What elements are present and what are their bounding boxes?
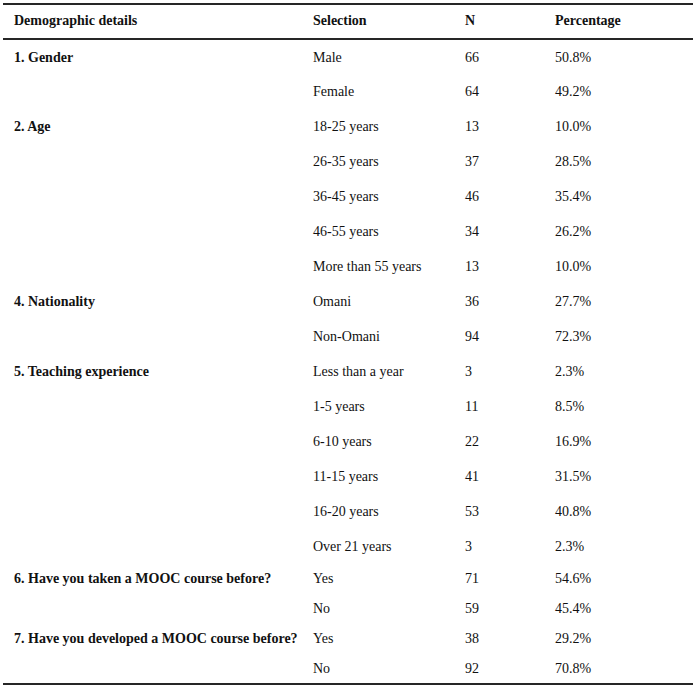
n-cell: 94 — [465, 319, 555, 354]
n-cell: 64 — [465, 74, 555, 109]
percentage-cell: 8.5% — [555, 389, 693, 424]
column-header-demographic-details: Demographic details — [3, 4, 313, 39]
n-cell: 59 — [465, 594, 555, 624]
table-row: 7. Have you developed a MOOC course befo… — [3, 624, 693, 654]
n-cell: 3 — [465, 529, 555, 564]
selection-cell: 11-15 years — [313, 459, 465, 494]
selection-cell: More than 55 years — [313, 249, 465, 284]
demographics-table-container: Demographic details Selection N Percenta… — [3, 3, 693, 685]
column-header-percentage: Percentage — [555, 4, 693, 39]
selection-cell: No — [313, 594, 465, 624]
percentage-cell: 35.4% — [555, 179, 693, 214]
percentage-cell: 29.2% — [555, 624, 693, 654]
selection-cell: 46-55 years — [313, 214, 465, 249]
percentage-cell: 27.7% — [555, 284, 693, 319]
n-cell: 46 — [465, 179, 555, 214]
category-cell: 2. Age — [3, 109, 313, 284]
percentage-cell: 72.3% — [555, 319, 693, 354]
category-cell: 5. Teaching experience — [3, 354, 313, 564]
selection-cell: No — [313, 654, 465, 684]
n-cell: 71 — [465, 564, 555, 594]
selection-cell: 36-45 years — [313, 179, 465, 214]
n-cell: 13 — [465, 249, 555, 284]
n-cell: 13 — [465, 109, 555, 144]
n-cell: 53 — [465, 494, 555, 529]
percentage-cell: 26.2% — [555, 214, 693, 249]
selection-cell: Less than a year — [313, 354, 465, 389]
table-header: Demographic details Selection N Percenta… — [3, 4, 693, 39]
n-cell: 41 — [465, 459, 555, 494]
percentage-cell: 28.5% — [555, 144, 693, 179]
percentage-cell: 2.3% — [555, 529, 693, 564]
percentage-cell: 70.8% — [555, 654, 693, 684]
selection-cell: 6-10 years — [313, 424, 465, 459]
n-cell: 66 — [465, 39, 555, 74]
percentage-cell: 10.0% — [555, 109, 693, 144]
selection-cell: Omani — [313, 284, 465, 319]
selection-cell: Yes — [313, 564, 465, 594]
table-row: 5. Teaching experienceLess than a year32… — [3, 354, 693, 389]
n-cell: 92 — [465, 654, 555, 684]
selection-cell: 26-35 years — [313, 144, 465, 179]
percentage-cell: 49.2% — [555, 74, 693, 109]
selection-cell: Male — [313, 39, 465, 74]
percentage-cell: 16.9% — [555, 424, 693, 459]
category-cell: 6. Have you taken a MOOC course before? — [3, 564, 313, 624]
selection-cell: 18-25 years — [313, 109, 465, 144]
n-cell: 37 — [465, 144, 555, 179]
percentage-cell: 45.4% — [555, 594, 693, 624]
percentage-cell: 31.5% — [555, 459, 693, 494]
table-row: 6. Have you taken a MOOC course before?Y… — [3, 564, 693, 594]
percentage-cell: 2.3% — [555, 354, 693, 389]
header-row: Demographic details Selection N Percenta… — [3, 4, 693, 39]
percentage-cell: 10.0% — [555, 249, 693, 284]
column-header-n: N — [465, 4, 555, 39]
selection-cell: Female — [313, 74, 465, 109]
category-cell: 7. Have you developed a MOOC course befo… — [3, 624, 313, 684]
selection-cell: Yes — [313, 624, 465, 654]
table-row: 1. GenderMale6650.8% — [3, 39, 693, 74]
table-row: 4. NationalityOmani3627.7% — [3, 284, 693, 319]
selection-cell: Non-Omani — [313, 319, 465, 354]
n-cell: 38 — [465, 624, 555, 654]
percentage-cell: 54.6% — [555, 564, 693, 594]
selection-cell: 16-20 years — [313, 494, 465, 529]
table-row: 2. Age18-25 years1310.0% — [3, 109, 693, 144]
n-cell: 34 — [465, 214, 555, 249]
demographics-table: Demographic details Selection N Percenta… — [3, 3, 693, 685]
column-header-selection: Selection — [313, 4, 465, 39]
n-cell: 36 — [465, 284, 555, 319]
category-cell: 4. Nationality — [3, 284, 313, 354]
percentage-cell: 50.8% — [555, 39, 693, 74]
percentage-cell: 40.8% — [555, 494, 693, 529]
n-cell: 22 — [465, 424, 555, 459]
category-cell: 1. Gender — [3, 39, 313, 109]
selection-cell: Over 21 years — [313, 529, 465, 564]
n-cell: 11 — [465, 389, 555, 424]
selection-cell: 1-5 years — [313, 389, 465, 424]
table-body: 1. GenderMale6650.8%Female6449.2%2. Age1… — [3, 39, 693, 684]
n-cell: 3 — [465, 354, 555, 389]
